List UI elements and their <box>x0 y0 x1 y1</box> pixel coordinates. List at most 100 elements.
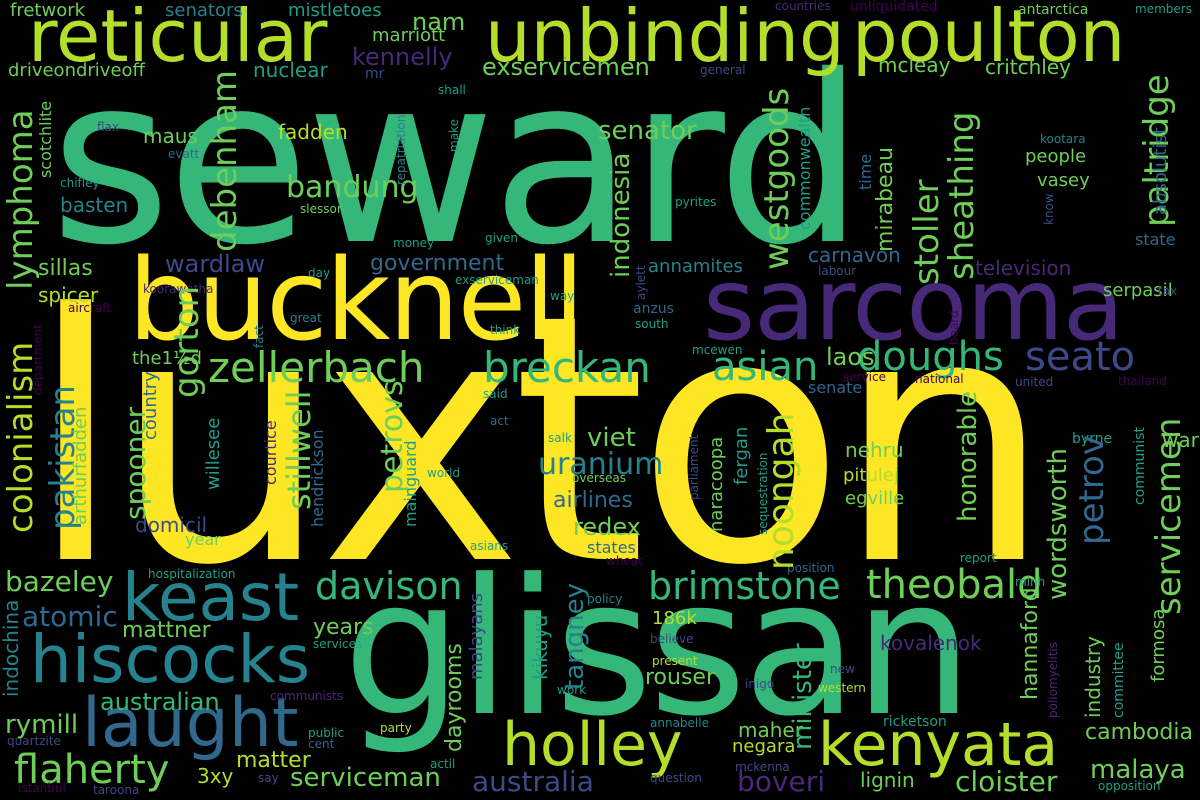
word-nehru: nehru <box>845 438 904 462</box>
word-poliomyelitis: poliomyelitis <box>1046 641 1060 718</box>
word-breckan: breckan <box>483 343 651 392</box>
word-seato: seato <box>1025 334 1136 380</box>
word-absolutist: absolutist <box>1150 127 1171 215</box>
word-state: state <box>1135 230 1176 249</box>
word-way: way <box>550 289 575 303</box>
word-egville: egville <box>845 488 905 509</box>
word-rymill: rymill <box>5 710 79 740</box>
word-marriott: marriott <box>372 25 446 46</box>
word-antarctica: antarctica <box>1018 2 1089 18</box>
word-new: new <box>830 662 855 676</box>
word-uranium: uranium <box>538 447 664 482</box>
word-western: western <box>818 681 866 695</box>
word-spicer: spicer <box>38 283 99 307</box>
word-cloister: cloister <box>955 765 1058 798</box>
word-theobald: theobald <box>866 562 1043 608</box>
word-report: report <box>960 551 997 565</box>
word-public: public <box>308 726 345 740</box>
word-say: say <box>258 771 279 785</box>
word-mckenna: mckenna <box>735 760 790 774</box>
word-basten: basten <box>60 193 129 217</box>
word-reticular: reticular <box>28 0 328 78</box>
word-television: television <box>975 256 1072 280</box>
word-flax: flax <box>97 120 120 134</box>
word-communists: communists <box>270 689 344 703</box>
word-inigo: inigo <box>745 677 775 691</box>
word-sillas: sillas <box>38 256 93 281</box>
word-pyrites: pyrites <box>675 195 717 209</box>
word-malayans: malayans <box>466 592 487 680</box>
word-vasey: vasey <box>1037 170 1090 191</box>
word-department: department <box>31 324 45 395</box>
word-unliquidated: unliquidated <box>850 0 938 15</box>
word-wheat: wheat <box>606 554 643 568</box>
word-believe: believe <box>650 632 694 646</box>
word-exservicemen: exservicemen <box>482 53 650 81</box>
word-scotchlite: scotchlite <box>36 100 55 178</box>
word-byrne: byrne <box>1072 431 1113 447</box>
word-fadden: fadden <box>278 120 348 144</box>
word-mcewen: mcewen <box>692 343 743 357</box>
word-minh: minh <box>1015 575 1046 589</box>
word-world: world <box>427 466 461 480</box>
word-time: time <box>856 153 875 190</box>
word-think: think <box>490 323 521 337</box>
word-redex: redex <box>573 513 641 541</box>
word-davison: davison <box>315 564 463 608</box>
word-atomic: atomic <box>22 600 118 633</box>
word-actil: actil <box>430 757 456 771</box>
word-lignin: lignin <box>860 768 915 792</box>
word-members: members <box>1135 2 1192 16</box>
word-south: south <box>635 317 669 331</box>
word-brimstone: brimstone <box>648 564 841 608</box>
word-asians: asians <box>470 539 509 553</box>
word-war: war <box>1162 428 1199 452</box>
word-the1d: the1½d <box>132 348 202 369</box>
word-kikuyu: kikuyu <box>528 614 552 680</box>
word-people: people <box>1025 146 1087 167</box>
word-australian: australian <box>100 688 220 716</box>
word-bandung: bandung <box>286 170 419 205</box>
word-kovalenok: kovalenok <box>880 631 982 655</box>
word-serpasil: serpasil <box>1103 280 1173 301</box>
word-critchley: critchley <box>985 55 1071 79</box>
word-make: make <box>447 119 461 152</box>
word-national: national <box>915 372 964 386</box>
word-pitulej: pitulej <box>843 465 899 486</box>
word-australia: australia <box>472 765 594 798</box>
word-mattner: mattner <box>122 618 211 643</box>
word-committee: committee <box>1111 642 1127 718</box>
word-labour: labour <box>818 264 857 278</box>
word-great: great <box>290 311 322 325</box>
word-present: present <box>652 654 698 668</box>
word-day: day <box>308 266 331 280</box>
word-tangney: tangney <box>560 583 590 690</box>
word-mcleay: mcleay <box>878 53 951 77</box>
word-senator: senator <box>598 116 697 146</box>
word-carnavon: carnavon <box>808 243 901 267</box>
word-act: act <box>490 414 509 428</box>
word-maher: maher <box>738 718 803 742</box>
word-poulton: poulton <box>852 0 1126 78</box>
word-186k: 186k <box>652 608 697 629</box>
word-wardlaw: wardlaw <box>165 250 266 278</box>
word-mistletoes: mistletoes <box>288 0 382 21</box>
word-unbinding: unbinding <box>485 0 845 78</box>
word-malaya: malaya <box>1090 755 1186 785</box>
word-aylett: aylett <box>634 265 648 300</box>
word-3xy: 3xy <box>197 764 234 788</box>
word-given: given <box>485 231 519 245</box>
word-serviceman: serviceman <box>290 763 441 793</box>
word-glissan: glissan <box>343 539 973 758</box>
word-tax: tax <box>1158 284 1178 298</box>
word-stoller: stoller <box>907 179 947 285</box>
word-anzus: anzus <box>633 301 674 317</box>
word-laught: laught <box>82 684 299 763</box>
word-fact: fact <box>252 325 266 348</box>
word-doughs: doughs <box>857 334 1004 380</box>
word-boveri: boveri <box>737 765 825 798</box>
word-shall: shall <box>438 83 466 97</box>
word-evatt: evatt <box>168 147 200 161</box>
word-annabelle: annabelle <box>650 716 709 730</box>
word-year: year <box>185 530 221 549</box>
